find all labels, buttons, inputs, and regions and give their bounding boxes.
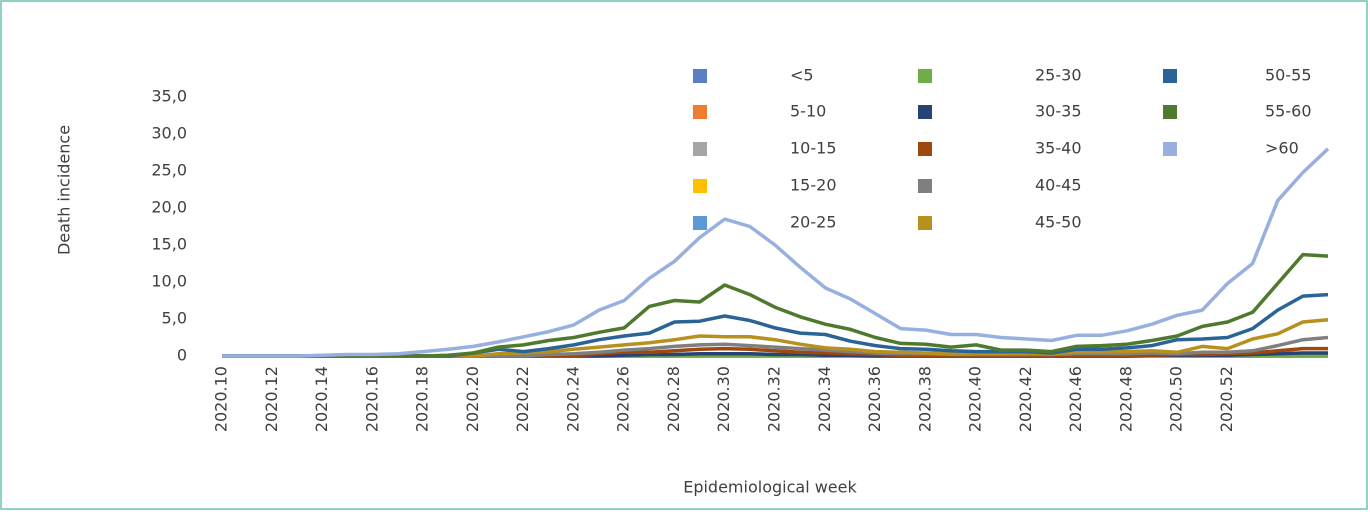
legend-label: 10-15 xyxy=(790,139,837,158)
y-axis-title: Death incidence xyxy=(55,125,74,255)
x-tick-label: 2020.32 xyxy=(765,366,784,432)
x-tick-label: 2020.12 xyxy=(262,366,281,432)
y-tick-label: 0 xyxy=(177,346,187,365)
legend-swatch xyxy=(693,105,707,119)
y-tick-label: 20,0 xyxy=(151,198,187,217)
legend-swatch xyxy=(693,142,707,156)
legend-label: 45-50 xyxy=(1035,213,1082,232)
x-tick-label: 2020.40 xyxy=(966,366,985,432)
legend-label: 30-35 xyxy=(1035,102,1082,121)
y-tick-label: 15,0 xyxy=(151,235,187,254)
x-tick-label: 2020.20 xyxy=(463,366,482,432)
x-tick-label: 2020.22 xyxy=(513,366,532,432)
legend-swatch xyxy=(693,69,707,83)
y-tick-label: 35,0 xyxy=(151,87,187,106)
legend-label: 20-25 xyxy=(790,213,837,232)
x-tick-label: 2020.34 xyxy=(815,366,834,432)
x-tick-label: 2020.48 xyxy=(1116,366,1135,432)
legend-label: 5-10 xyxy=(790,102,826,121)
legend-swatch xyxy=(693,216,707,230)
legend-swatch xyxy=(1163,69,1177,83)
y-tick-label: 10,0 xyxy=(151,272,187,291)
legend-label: 15-20 xyxy=(790,176,837,195)
x-tick-label: 2020.24 xyxy=(563,366,582,432)
x-tick-label: 2020.38 xyxy=(915,366,934,432)
legend-swatch xyxy=(918,69,932,83)
x-tick-label: 2020.18 xyxy=(413,366,432,432)
legend-label: 40-45 xyxy=(1035,176,1082,195)
legend-swatch xyxy=(693,179,707,193)
legend-label: 55-60 xyxy=(1265,102,1312,121)
legend-label: 35-40 xyxy=(1035,139,1082,158)
x-tick-label: 2020.10 xyxy=(212,366,231,432)
x-tick-label: 2020.52 xyxy=(1217,366,1236,432)
x-tick-label: 2020.46 xyxy=(1066,366,1085,432)
legend-label: 25-30 xyxy=(1035,66,1082,85)
y-tick-label: 5,0 xyxy=(162,309,187,328)
x-tick-label: 2020.14 xyxy=(312,366,331,432)
legend-label: <5 xyxy=(790,66,814,85)
legend-swatch xyxy=(1163,105,1177,119)
series-line xyxy=(222,252,1329,358)
y-tick-label: 30,0 xyxy=(151,124,187,143)
x-tick-label: 2020.30 xyxy=(714,366,733,432)
legend-swatch xyxy=(1163,142,1177,156)
legend-label: >60 xyxy=(1265,139,1299,158)
series-line xyxy=(222,147,1330,358)
legend-swatch xyxy=(918,216,932,230)
x-tick-label: 2020.42 xyxy=(1016,366,1035,432)
x-tick-label: 2020.26 xyxy=(614,366,633,432)
x-tick-label: 2020.50 xyxy=(1167,366,1186,432)
x-axis-title: Epidemiological week xyxy=(683,478,857,497)
legend-label: 50-55 xyxy=(1265,66,1312,85)
x-tick-label: 2020.36 xyxy=(865,366,884,432)
x-tick-label: 2020.16 xyxy=(362,366,381,432)
y-tick-label: 25,0 xyxy=(151,161,187,180)
legend-swatch xyxy=(918,105,932,119)
legend-swatch xyxy=(918,179,932,193)
legend-swatch xyxy=(918,142,932,156)
x-tick-label: 2020.28 xyxy=(664,366,683,432)
